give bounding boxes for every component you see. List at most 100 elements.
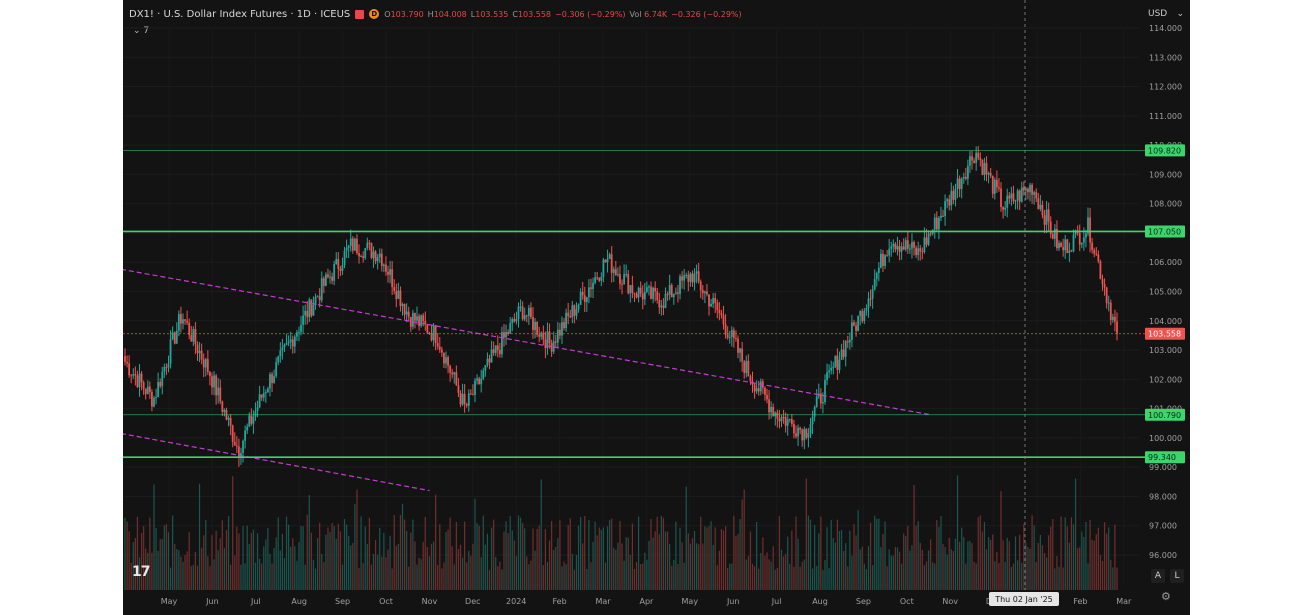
volume-bar: [778, 516, 781, 590]
candle-body: [998, 187, 1000, 189]
chevron-down-icon: ⌄: [1176, 9, 1184, 19]
volume-bar: [1010, 566, 1012, 590]
volume-bar: [1108, 527, 1110, 590]
candle-body: [1062, 247, 1065, 251]
candle-body: [540, 332, 543, 337]
candle-body: [186, 320, 189, 323]
candle-body: [948, 199, 951, 206]
candle-body: [1107, 302, 1110, 304]
chart-panel[interactable]: DX1! · U.S. Dollar Index Futures · 1D · …: [123, 0, 1190, 615]
volume-bar: [981, 531, 983, 590]
volume-bar: [987, 537, 990, 590]
candle-body: [956, 178, 959, 189]
volume-bar: [708, 526, 710, 590]
volume-bar: [1021, 562, 1023, 590]
candle-body: [324, 274, 327, 286]
volume-bar: [776, 567, 778, 590]
volume-bar: [159, 539, 161, 590]
volume-change: −0.326 (−0.29%): [671, 9, 742, 19]
level-badge: [1145, 144, 1185, 157]
volume-bar: [354, 504, 356, 590]
symbol-title[interactable]: DX1! · U.S. Dollar Index Futures · 1D · …: [129, 8, 351, 20]
volume-bar: [743, 489, 745, 590]
volume-bar: [865, 569, 868, 590]
volume-bar: [704, 526, 706, 590]
y-tick-label: 112.000: [1149, 83, 1182, 92]
volume-bar: [426, 547, 428, 590]
volume-bar: [408, 566, 410, 590]
auto-scale-button[interactable]: A: [1151, 569, 1165, 583]
volume-bar: [252, 529, 255, 590]
volume-bar: [364, 526, 366, 590]
log-scale-button[interactable]: L: [1170, 569, 1184, 583]
candle-body: [177, 314, 180, 331]
candle-body: [507, 331, 510, 334]
candle-body: [1064, 239, 1067, 251]
volume-bar: [983, 522, 986, 590]
candle-body: [134, 374, 137, 376]
y-tick-label: 98.000: [1149, 492, 1177, 501]
volume-bar: [449, 517, 451, 590]
candle-body: [169, 339, 172, 364]
candle-body: [722, 315, 725, 325]
volume-bar: [155, 528, 157, 590]
volume-bar: [524, 528, 526, 590]
trend-line: [123, 269, 929, 416]
gear-icon[interactable]: ⚙: [1161, 590, 1171, 603]
delayed-data-icon[interactable]: D: [369, 9, 380, 19]
candle-body: [264, 392, 267, 394]
volume-bar: [590, 562, 592, 590]
level-badge: [1145, 408, 1185, 421]
volume-bar: [594, 521, 596, 590]
volume-bar: [236, 526, 238, 590]
volume-bar: [1062, 567, 1064, 590]
currency-select[interactable]: USD ⌄: [1144, 6, 1188, 22]
candle-body: [478, 378, 481, 385]
candle-body: [650, 286, 652, 299]
volume-bar: [551, 521, 553, 590]
candle-body: [341, 265, 344, 271]
volume-bar: [729, 563, 731, 590]
candle-body: [737, 338, 739, 353]
candle-body: [128, 363, 131, 376]
volume-bar: [536, 528, 538, 590]
candle-body: [407, 311, 410, 317]
volume-bar: [824, 560, 826, 590]
candle-body: [484, 365, 487, 371]
candle-body: [1082, 237, 1085, 243]
volume-bar: [811, 568, 814, 590]
volume-bar: [161, 539, 163, 590]
candle-body: [525, 315, 528, 317]
x-tick-label: Jul: [771, 597, 782, 606]
candle-body: [869, 298, 872, 300]
volume-bar: [615, 549, 617, 590]
candle-body: [1002, 207, 1004, 210]
volume-bar: [296, 560, 298, 590]
candle-body: [793, 423, 795, 434]
volume-bar: [586, 568, 588, 590]
candle-body: [681, 276, 683, 281]
candle-body: [273, 376, 276, 383]
candle-body: [1051, 233, 1054, 239]
volume-bar: [343, 519, 346, 590]
candle-body: [469, 393, 472, 395]
candle-body: [283, 344, 286, 348]
candle-body: [295, 332, 298, 337]
volume-bar: [486, 533, 489, 590]
volume-bar: [832, 538, 834, 590]
candle-body: [312, 304, 315, 316]
candle-body: [476, 378, 478, 381]
volume-bar: [227, 516, 230, 590]
volume-bar: [544, 529, 547, 590]
candle-body: [817, 393, 820, 397]
volume-bar: [283, 558, 286, 590]
indicator-toggle[interactable]: ⌄ 7: [133, 26, 150, 36]
x-tick-label: Aug: [291, 597, 307, 606]
volume-bar: [422, 541, 424, 590]
candle-body: [728, 337, 731, 339]
candle-body: [302, 315, 305, 325]
candle-body: [492, 349, 495, 353]
candle-body: [209, 371, 211, 377]
volume-bar: [571, 553, 573, 590]
price-chart[interactable]: 96.00097.00098.00099.000100.000101.00010…: [123, 0, 1190, 615]
